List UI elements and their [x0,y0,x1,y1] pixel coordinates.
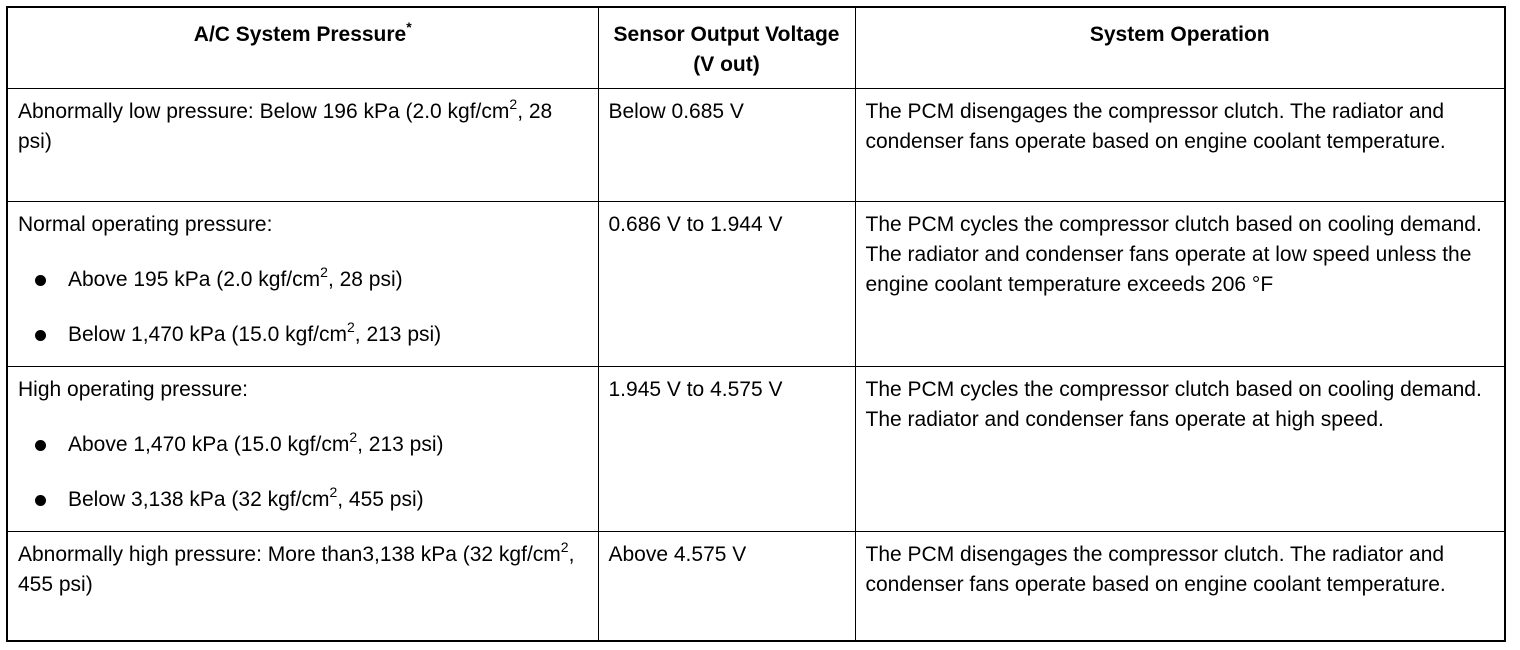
voltage-cell: 1.945 V to 4.575 V [597,365,856,532]
pressure-range-title: Normal operating pressure: [18,212,273,236]
voltage-cell: 0.686 V to 1.944 V [597,200,856,367]
list-item: Above 1,470 kPa (15.0 kgf/cm2, 213 psi) [18,430,588,460]
ac-pressure-table-frame: A/C System Pressure* Sensor Output Volta… [6,6,1506,642]
header-system-operation: System Operation [854,8,1504,89]
operation-cell: The PCM disengages the compressor clutch… [854,87,1504,202]
footnote-mark: * [406,19,412,35]
pressure-range-title: High operating pressure: [18,377,248,401]
voltage-cell: Above 4.575 V [597,530,856,640]
table-row: High operating pressure: Above 1,470 kPa… [8,365,1504,532]
pressure-cell: Abnormally high pressure: More than3,138… [8,530,599,640]
list-item: Below 3,138 kPa (32 kgf/cm2, 455 psi) [18,485,588,515]
pressure-cell: Normal operating pressure: Above 195 kPa… [8,200,599,367]
pressure-range-list: Above 195 kPa (2.0 kgf/cm2, 28 psi) Belo… [18,265,588,350]
table-row: Normal operating pressure: Above 195 kPa… [8,200,1504,367]
header-ac-system-pressure: A/C System Pressure* [8,8,599,89]
operation-cell: The PCM disengages the compressor clutch… [854,530,1504,640]
operation-cell: The PCM cycles the compressor clutch bas… [854,200,1504,367]
header-sensor-output-voltage: Sensor Output Voltage (V out) [597,8,856,89]
pressure-range-list: Above 1,470 kPa (15.0 kgf/cm2, 213 psi) … [18,430,588,515]
table-row: Abnormally low pressure: Below 196 kPa (… [8,87,1504,202]
ac-pressure-table: A/C System Pressure* Sensor Output Volta… [8,8,1504,640]
pressure-cell: Abnormally low pressure: Below 196 kPa (… [8,87,599,202]
table-header-row: A/C System Pressure* Sensor Output Volta… [8,8,1504,89]
pressure-cell: High operating pressure: Above 1,470 kPa… [8,365,599,532]
table-row: Abnormally high pressure: More than3,138… [8,530,1504,640]
list-item: Above 195 kPa (2.0 kgf/cm2, 28 psi) [18,265,588,295]
voltage-cell: Below 0.685 V [597,87,856,202]
list-item: Below 1,470 kPa (15.0 kgf/cm2, 213 psi) [18,320,588,350]
operation-cell: The PCM cycles the compressor clutch bas… [854,365,1504,532]
